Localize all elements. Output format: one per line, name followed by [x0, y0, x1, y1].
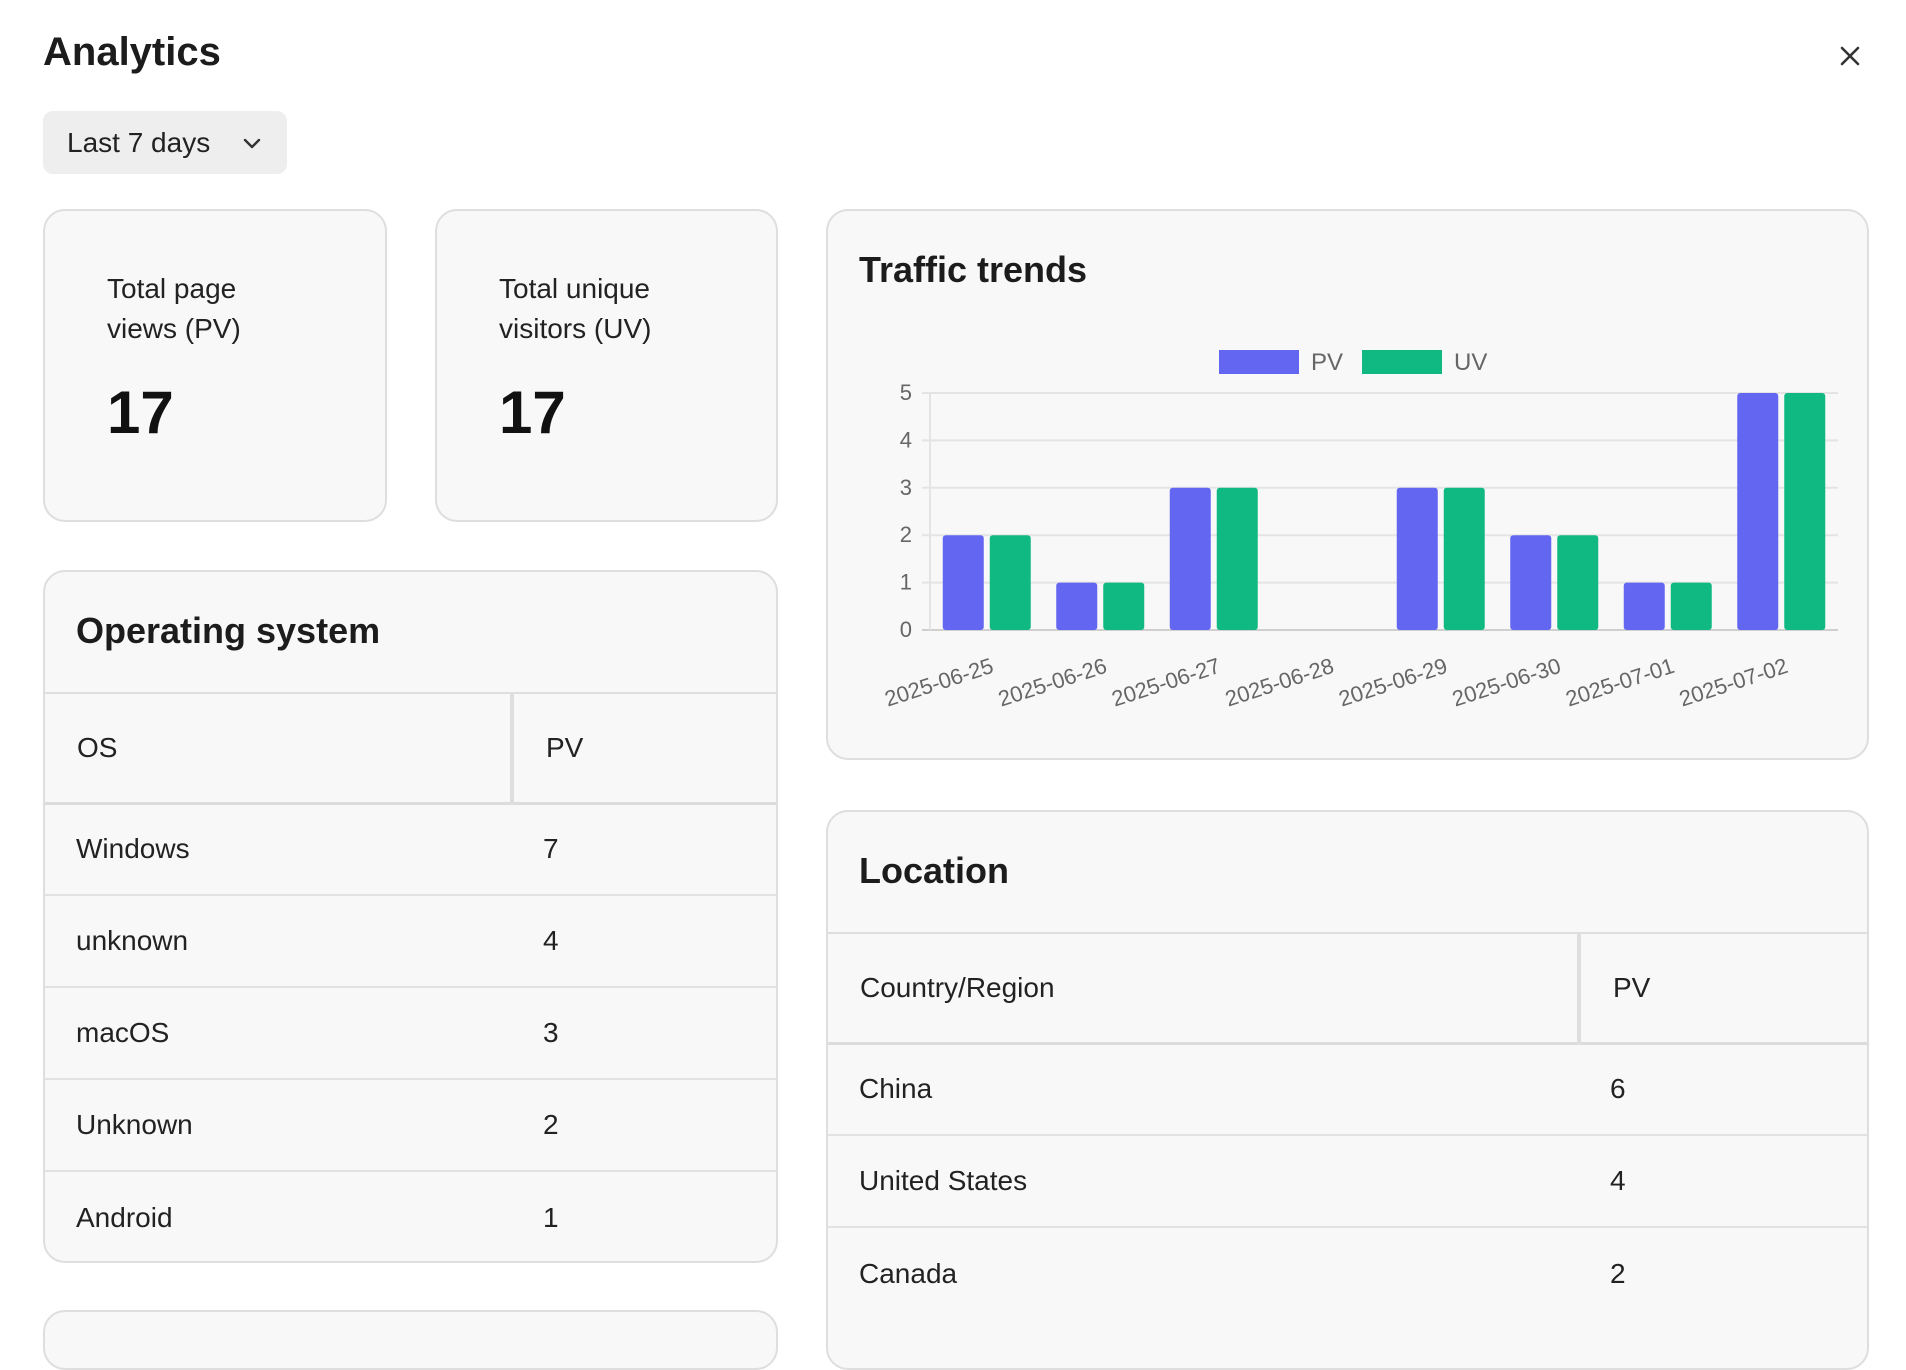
bar-uv[interactable]	[1557, 535, 1599, 630]
os-pv: 2	[512, 1079, 776, 1172]
os-pv: 1	[543, 1201, 559, 1233]
page-title: Analytics	[43, 30, 221, 74]
column-header-country[interactable]: Country/Region	[828, 932, 1579, 1045]
bar-pv[interactable]	[1623, 582, 1665, 630]
location-card: Location Country/Region PV China 6 United…	[826, 810, 1869, 1370]
x-tick-label: 2025-06-28	[1222, 653, 1337, 712]
stat-card-pv: Total page views (PV) 17	[43, 209, 387, 522]
table-header-row: Country/Region PV	[828, 932, 1867, 1045]
x-tick-label: 2025-06-29	[1336, 653, 1451, 712]
chevron-down-icon	[243, 138, 261, 148]
table-header-row: OS PV	[45, 692, 776, 805]
column-header-pv[interactable]: PV	[510, 692, 776, 805]
bar-uv[interactable]	[1784, 393, 1826, 630]
table-row: Android 1	[45, 1171, 776, 1261]
country-pv: 4	[1579, 1135, 1867, 1228]
legend-label-uv[interactable]: UV	[1454, 349, 1487, 376]
section-title: Location	[859, 850, 1009, 891]
stat-label: Total unique visitors (UV)	[499, 273, 652, 344]
os-name: Android	[76, 1201, 173, 1233]
x-tick-label: 2025-06-26	[995, 653, 1110, 712]
bar-pv[interactable]	[1056, 582, 1098, 630]
bar-pv[interactable]	[1396, 487, 1438, 630]
date-range-value: Last 7 days	[67, 126, 211, 158]
os-card: Operating system OS PV Windows 7 unknown 4…	[43, 570, 778, 1263]
close-button[interactable]	[1832, 38, 1868, 74]
os-table: OS PV Windows 7 unknown 4 macOS 3 Unknown 2 …	[45, 692, 776, 1261]
os-name: macOS	[45, 987, 512, 1080]
bar-uv[interactable]	[1443, 487, 1485, 630]
column-header-os[interactable]: OS	[45, 692, 512, 805]
table-row: Windows 7	[45, 803, 776, 896]
bar-pv[interactable]	[1169, 487, 1211, 630]
legend-swatch-uv[interactable]	[1362, 350, 1442, 374]
bar-pv[interactable]	[1737, 393, 1779, 630]
column-header-pv[interactable]: PV	[1577, 932, 1867, 1045]
country-pv: 6	[1579, 1043, 1867, 1136]
os-name: Windows	[45, 803, 512, 896]
os-name: unknown	[45, 895, 512, 988]
country-name: Canada	[859, 1257, 958, 1289]
table-row: unknown 4	[45, 895, 776, 988]
stat-value: 17	[107, 379, 174, 446]
close-icon	[1840, 46, 1860, 66]
date-range-select[interactable]: Last 7 days	[43, 111, 287, 174]
bar-pv[interactable]	[942, 535, 984, 630]
y-tick-label: 4	[900, 427, 912, 452]
table-row: Unknown 2	[45, 1079, 776, 1172]
bar-uv[interactable]	[989, 535, 1031, 630]
bar-pv[interactable]	[1510, 535, 1552, 630]
bar-uv[interactable]	[1216, 487, 1258, 630]
bar-uv[interactable]	[1670, 582, 1712, 630]
x-tick-label: 2025-06-27	[1109, 653, 1224, 712]
stat-value: 17	[499, 379, 566, 446]
table-row: United States 4	[828, 1135, 1867, 1228]
y-tick-label: 2	[900, 522, 912, 547]
y-tick-label: 5	[900, 380, 912, 405]
x-tick-label: 2025-07-01	[1563, 653, 1678, 712]
x-tick-label: 2025-06-25	[882, 653, 997, 712]
y-tick-label: 1	[900, 570, 912, 595]
os-pv: 7	[512, 803, 776, 896]
country-pv: 2	[1610, 1257, 1626, 1289]
section-title: Operating system	[76, 610, 381, 651]
next-card	[43, 1310, 778, 1370]
location-table: Country/Region PV China 6 United States 4 …	[828, 932, 1867, 1319]
os-pv: 3	[512, 987, 776, 1080]
table-row: China 6	[828, 1043, 1867, 1136]
table-row: Canada 2	[828, 1227, 1867, 1319]
y-tick-label: 3	[900, 475, 912, 500]
y-tick-label: 0	[900, 617, 912, 642]
os-pv: 4	[512, 895, 776, 988]
bar-uv[interactable]	[1103, 582, 1145, 630]
stat-label: Total page views (PV)	[107, 273, 241, 344]
legend-label-pv[interactable]: PV	[1311, 349, 1343, 376]
country-name: United States	[828, 1135, 1579, 1228]
country-name: China	[828, 1043, 1579, 1136]
os-name: Unknown	[45, 1079, 512, 1172]
x-tick-label: 2025-07-02	[1676, 653, 1791, 712]
legend-swatch-pv[interactable]	[1219, 350, 1299, 374]
stat-card-uv: Total unique visitors (UV) 17	[435, 209, 778, 522]
table-row: macOS 3	[45, 987, 776, 1080]
x-tick-label: 2025-06-30	[1449, 653, 1564, 712]
section-title: Traffic trends	[859, 249, 1088, 290]
